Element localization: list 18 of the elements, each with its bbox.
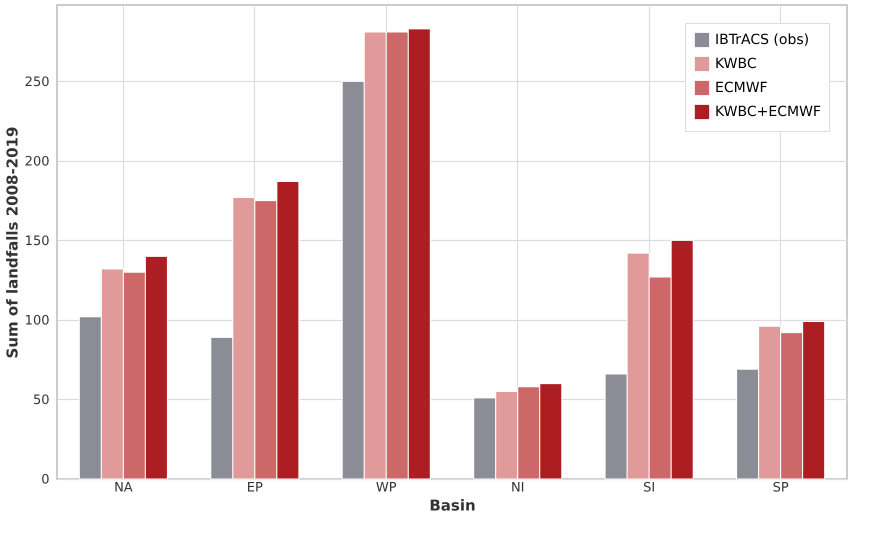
- y-tick-label: 50: [32, 392, 50, 408]
- legend-label: IBTrACS (obs): [715, 32, 810, 48]
- x-tick-label: NI: [510, 480, 525, 496]
- y-tick-label: 100: [24, 313, 50, 328]
- x-tick-label: EP: [246, 480, 264, 496]
- x-axis-title: Basin: [429, 496, 476, 514]
- x-tick-label: WP: [376, 480, 397, 496]
- y-tick-label: 200: [24, 154, 50, 170]
- y-tick-label: 150: [24, 234, 50, 249]
- x-tick-label: SP: [772, 480, 789, 496]
- y-tick-label: 0: [41, 472, 50, 488]
- legend-label: KWBC+ECMWF: [715, 104, 821, 120]
- legend-label: ECMWF: [715, 80, 768, 96]
- y-axis-title: Sum of landfalls 2008-2019: [4, 126, 22, 358]
- y-tick-label: 250: [24, 74, 50, 90]
- legend-label: KWBC: [715, 56, 757, 72]
- x-tick-label: SI: [643, 480, 656, 496]
- x-tick-label: NA: [114, 480, 133, 496]
